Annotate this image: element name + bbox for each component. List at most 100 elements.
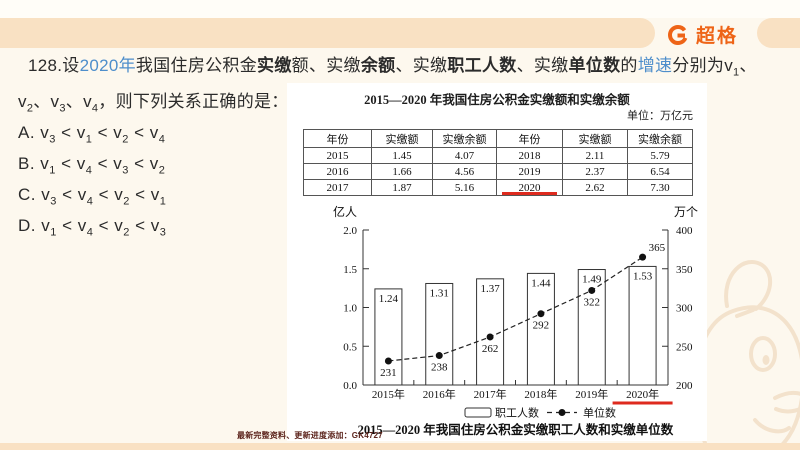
left-tick-label: 1.5: [343, 264, 357, 276]
table-cell: 5.79: [627, 147, 693, 164]
watermark-text: 最新完整资料、更新进度添加：GK4727: [237, 431, 383, 440]
line-point-2018年: [537, 310, 545, 318]
exhibit-panel: 2015—2020 年我国住房公积金实缴额和实缴余额 单位：万亿元 年份 实缴额实…: [287, 83, 707, 441]
table-cell: 6.54: [627, 163, 693, 180]
line-value-label: 292: [533, 320, 550, 332]
line-point-2017年: [486, 333, 494, 341]
line-point-2016年: [435, 352, 443, 360]
table-cell: 2017: [303, 179, 372, 196]
table-cell: 2020: [496, 179, 563, 196]
question-segment: 职工人数: [447, 56, 517, 75]
option-B: B. v1 < v4 < v3 < v2: [18, 154, 166, 177]
bar-value-label: 1.53: [633, 270, 653, 282]
table-row: 2017 1.87 5.16 2020 2.62 7.30: [303, 179, 693, 196]
table-row: 2016 1.66 4.56 2019 2.37 6.54: [303, 163, 693, 180]
line-value-label: 238: [431, 362, 448, 374]
left-tick-label: 0.0: [343, 380, 357, 392]
question-segment: 增速: [637, 56, 673, 75]
question-segment: 余额: [360, 56, 396, 75]
table-cell: 2018: [496, 147, 563, 164]
x-label-2020年: 2020年: [626, 387, 659, 401]
question-segment: 单位数: [568, 56, 621, 75]
highlight-underline: [502, 192, 557, 195]
table-header-cell: 年份: [496, 129, 563, 148]
bar-value-label: 1.37: [480, 283, 500, 295]
chart-title: 2015—2020 年我国住房公积金实缴职工人数和实缴单位数: [358, 422, 674, 437]
x-label-2015年: 2015年: [372, 387, 405, 401]
legend-label-bar: 职工人数: [495, 407, 539, 420]
right-tick-label: 300: [676, 303, 693, 315]
footer-band: [0, 443, 800, 450]
line-point-2015年: [384, 357, 392, 365]
legend-line-dot: [558, 409, 566, 416]
table-cell: 2.37: [562, 163, 628, 180]
x-label-2019年: 2019年: [575, 387, 608, 401]
option-A: A. v3 < v1 < v2 < v4: [18, 123, 166, 146]
table-cell: 2019: [496, 163, 563, 180]
table-header-cell: 实缴额: [562, 129, 628, 148]
line-series: [388, 256, 643, 362]
option-C: C. v3 < v4 < v2 < v1: [18, 185, 167, 208]
table-header-cell: 实缴额: [371, 129, 433, 148]
question-segment: 128.设: [28, 56, 80, 75]
question-segment: 、实缴: [516, 56, 569, 75]
right-tick-label: 250: [676, 341, 693, 353]
bar-2015年: [374, 288, 403, 386]
left-tick-label: 2.0: [343, 225, 357, 237]
line-point-2020年: [639, 253, 647, 261]
line-value-label: 322: [584, 296, 601, 308]
table-cell: 2.62: [562, 179, 628, 196]
x-label-2018年: 2018年: [524, 387, 557, 401]
bar-value-label: 1.31: [430, 287, 449, 299]
question-segment: 、实缴: [395, 56, 448, 75]
options-list: A. v3 < v1 < v2 < v4 B. v1 < v4 < v3 < v2…: [18, 117, 166, 241]
bar-2018年: [526, 272, 555, 386]
bar-2019年: [577, 269, 606, 386]
right-tick-label: 400: [676, 225, 693, 237]
table-header-cell: 年份: [303, 129, 372, 148]
bar-2016年: [425, 282, 454, 386]
top-strip: [0, 0, 800, 18]
left-axis-unit: 亿人: [333, 204, 357, 219]
left-tick-label: 0.5: [343, 341, 357, 353]
g-ring-icon: [668, 24, 688, 45]
question-segment: 实缴: [257, 56, 292, 75]
bar-value-label: 1.44: [531, 277, 551, 289]
bar-value-label: 1.24: [379, 293, 399, 305]
right-axis-unit: 万个: [674, 205, 698, 219]
data-table: 年份 实缴额 实缴余额 年份 实缴额 实缴余额 2015 1.45 4.07 2018 2.11 5.…: [303, 129, 693, 196]
line-value-label: 365: [649, 242, 666, 254]
table-cell: 2015: [303, 147, 372, 164]
left-tick-label: 1.0: [343, 303, 357, 315]
table-cell: 2.11: [562, 147, 628, 164]
question-segment: 分别为v1、: [672, 56, 757, 79]
brand-logo: 超格: [666, 21, 738, 48]
legend-bar-swatch: [464, 407, 492, 418]
option-D: D. v1 < v4 < v2 < v3: [18, 216, 167, 239]
bar-2017年: [476, 278, 505, 386]
question-segment: 我国住房公积金: [135, 56, 258, 75]
table-row: 2015 1.45 4.07 2018 2.11 5.79: [303, 147, 693, 164]
question-segment: 额、实缴: [291, 56, 361, 75]
question-line-2: v2、v3、v4，则下列关系正确的是：: [18, 92, 289, 115]
table-header-cell: 实缴余额: [432, 129, 497, 148]
header-band-right: [757, 18, 800, 48]
highlight-underline: [612, 401, 673, 405]
table-title: 2015—2020 年我国住房公积金实缴额和实缴余额: [364, 93, 630, 107]
bar-2020年: [628, 265, 657, 386]
table-header-cell: 实缴余额: [627, 129, 693, 148]
right-tick-label: 200: [676, 380, 693, 392]
question-segment: 的: [620, 56, 638, 75]
table-cell: 7.30: [627, 179, 693, 196]
table-cell: 4.07: [432, 147, 497, 164]
brand-name: 超格: [696, 26, 739, 47]
x-label-2016年: 2016年: [423, 387, 456, 401]
bar-value-label: 1.49: [582, 274, 602, 286]
table-unit-note: 单位：万亿元: [627, 110, 693, 122]
right-tick-label: 350: [676, 264, 693, 276]
question-line-1: 128.设2020年我国住房公积金实缴额、实缴余额、实缴职工人数、实缴单位数的增…: [28, 54, 757, 84]
table-cell: 5.16: [432, 179, 497, 196]
table-cell: 1.66: [371, 163, 433, 180]
x-label-2017年: 2017年: [474, 387, 507, 401]
line-value-label: 231: [380, 367, 397, 379]
